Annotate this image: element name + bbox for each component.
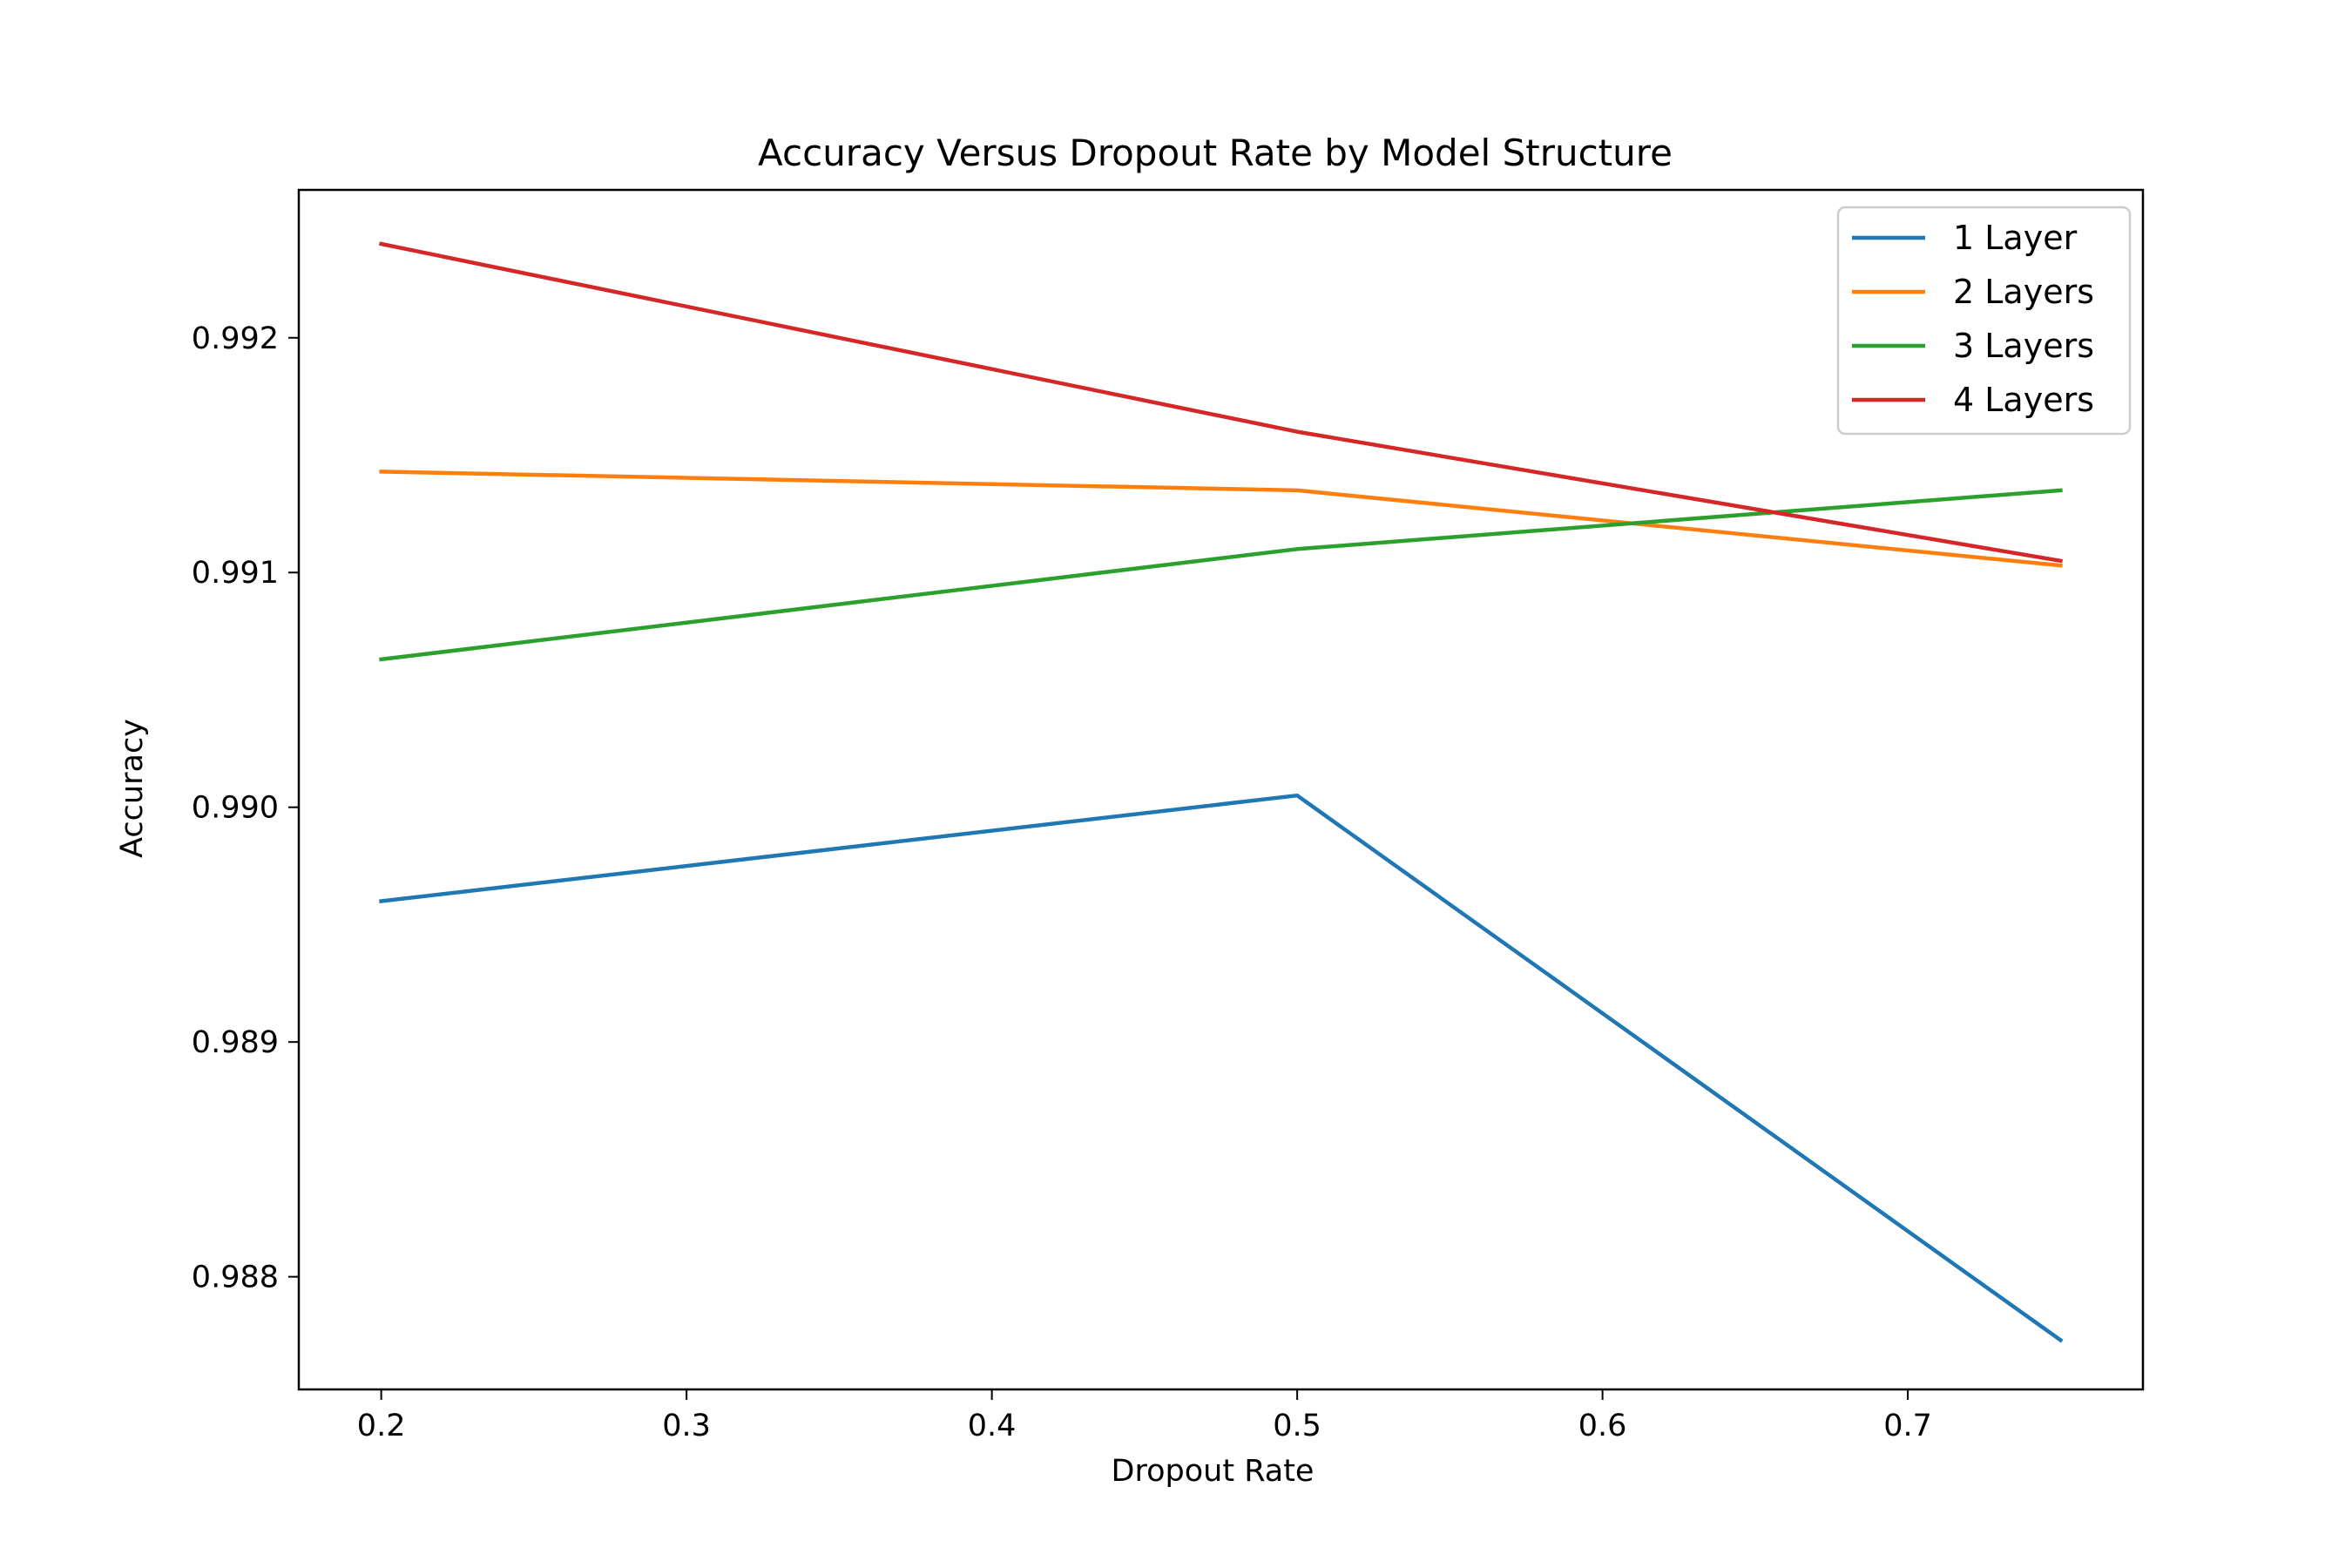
x-tick-label: 0.6 (1578, 1409, 1627, 1443)
x-tick-label: 0.5 (1273, 1409, 1321, 1443)
legend: 1 Layer 2 Layers 3 Layers 4 Layers (1836, 206, 2132, 436)
y-tick-label: 0.992 (192, 321, 279, 356)
y-tick-label: 0.989 (192, 1025, 279, 1060)
series-line-2 (379, 470, 2063, 568)
series-line-3 (379, 488, 2063, 662)
legend-label-2: 2 Layers (1953, 273, 2094, 311)
legend-label-4: 4 Layers (1953, 381, 2094, 419)
x-tick-label: 0.4 (968, 1409, 1017, 1443)
plot-frame (297, 188, 2145, 1391)
plot-area (297, 188, 2145, 1391)
x-tick-label: 0.7 (1883, 1409, 1932, 1443)
legend-box (1836, 206, 2132, 436)
y-tick-label: 0.990 (192, 791, 279, 826)
chart-title: Accuracy Versus Dropout Rate by Model St… (758, 132, 1673, 174)
y-axis-label: Accuracy (115, 719, 150, 858)
x-tick-label: 0.2 (357, 1409, 406, 1443)
y-axis: 0.988 0.989 0.990 0.991 0.992 (192, 321, 299, 1295)
legend-label-3: 3 Layers (1953, 327, 2094, 365)
x-tick-label: 0.3 (662, 1409, 711, 1443)
y-tick-label: 0.991 (192, 556, 279, 591)
x-axis: 0.2 0.3 0.4 0.5 0.6 0.7 (357, 1389, 1932, 1443)
y-tick-label: 0.988 (192, 1260, 279, 1295)
legend-label-1: 1 Layer (1953, 219, 2078, 257)
series-line-1 (379, 793, 2064, 1343)
x-axis-label: Dropout Rate (1112, 1454, 1315, 1489)
series-line-4 (378, 241, 2063, 564)
